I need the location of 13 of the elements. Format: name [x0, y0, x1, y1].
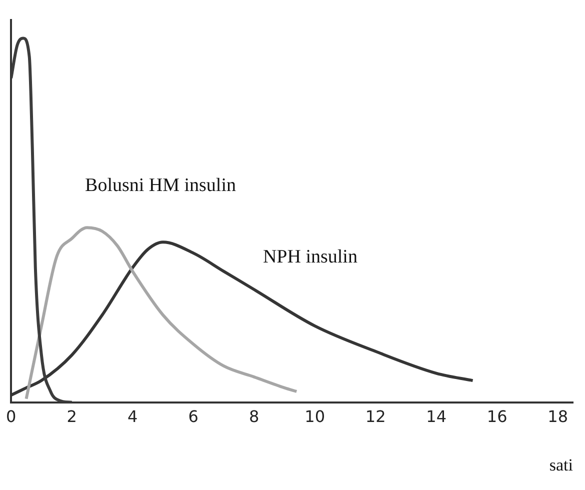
x-tick-label: 8	[248, 407, 260, 426]
x-tick-label: 4	[127, 407, 138, 426]
x-tick-label: 12	[365, 407, 386, 426]
x-tick-label: 6	[188, 407, 198, 426]
series-label: Bolusni HM insulin	[85, 175, 236, 196]
x-tick-label: 14	[426, 407, 446, 426]
x-tick-label: 10	[304, 407, 326, 426]
x-tick-label: 2	[66, 407, 77, 426]
x-tick-label: 0	[6, 407, 16, 426]
x-axis-title: sati	[549, 455, 574, 474]
x-tick-label: 16	[486, 407, 508, 426]
x-tick-label: 18	[548, 407, 568, 426]
series-label: NPH insulin	[262, 246, 358, 268]
